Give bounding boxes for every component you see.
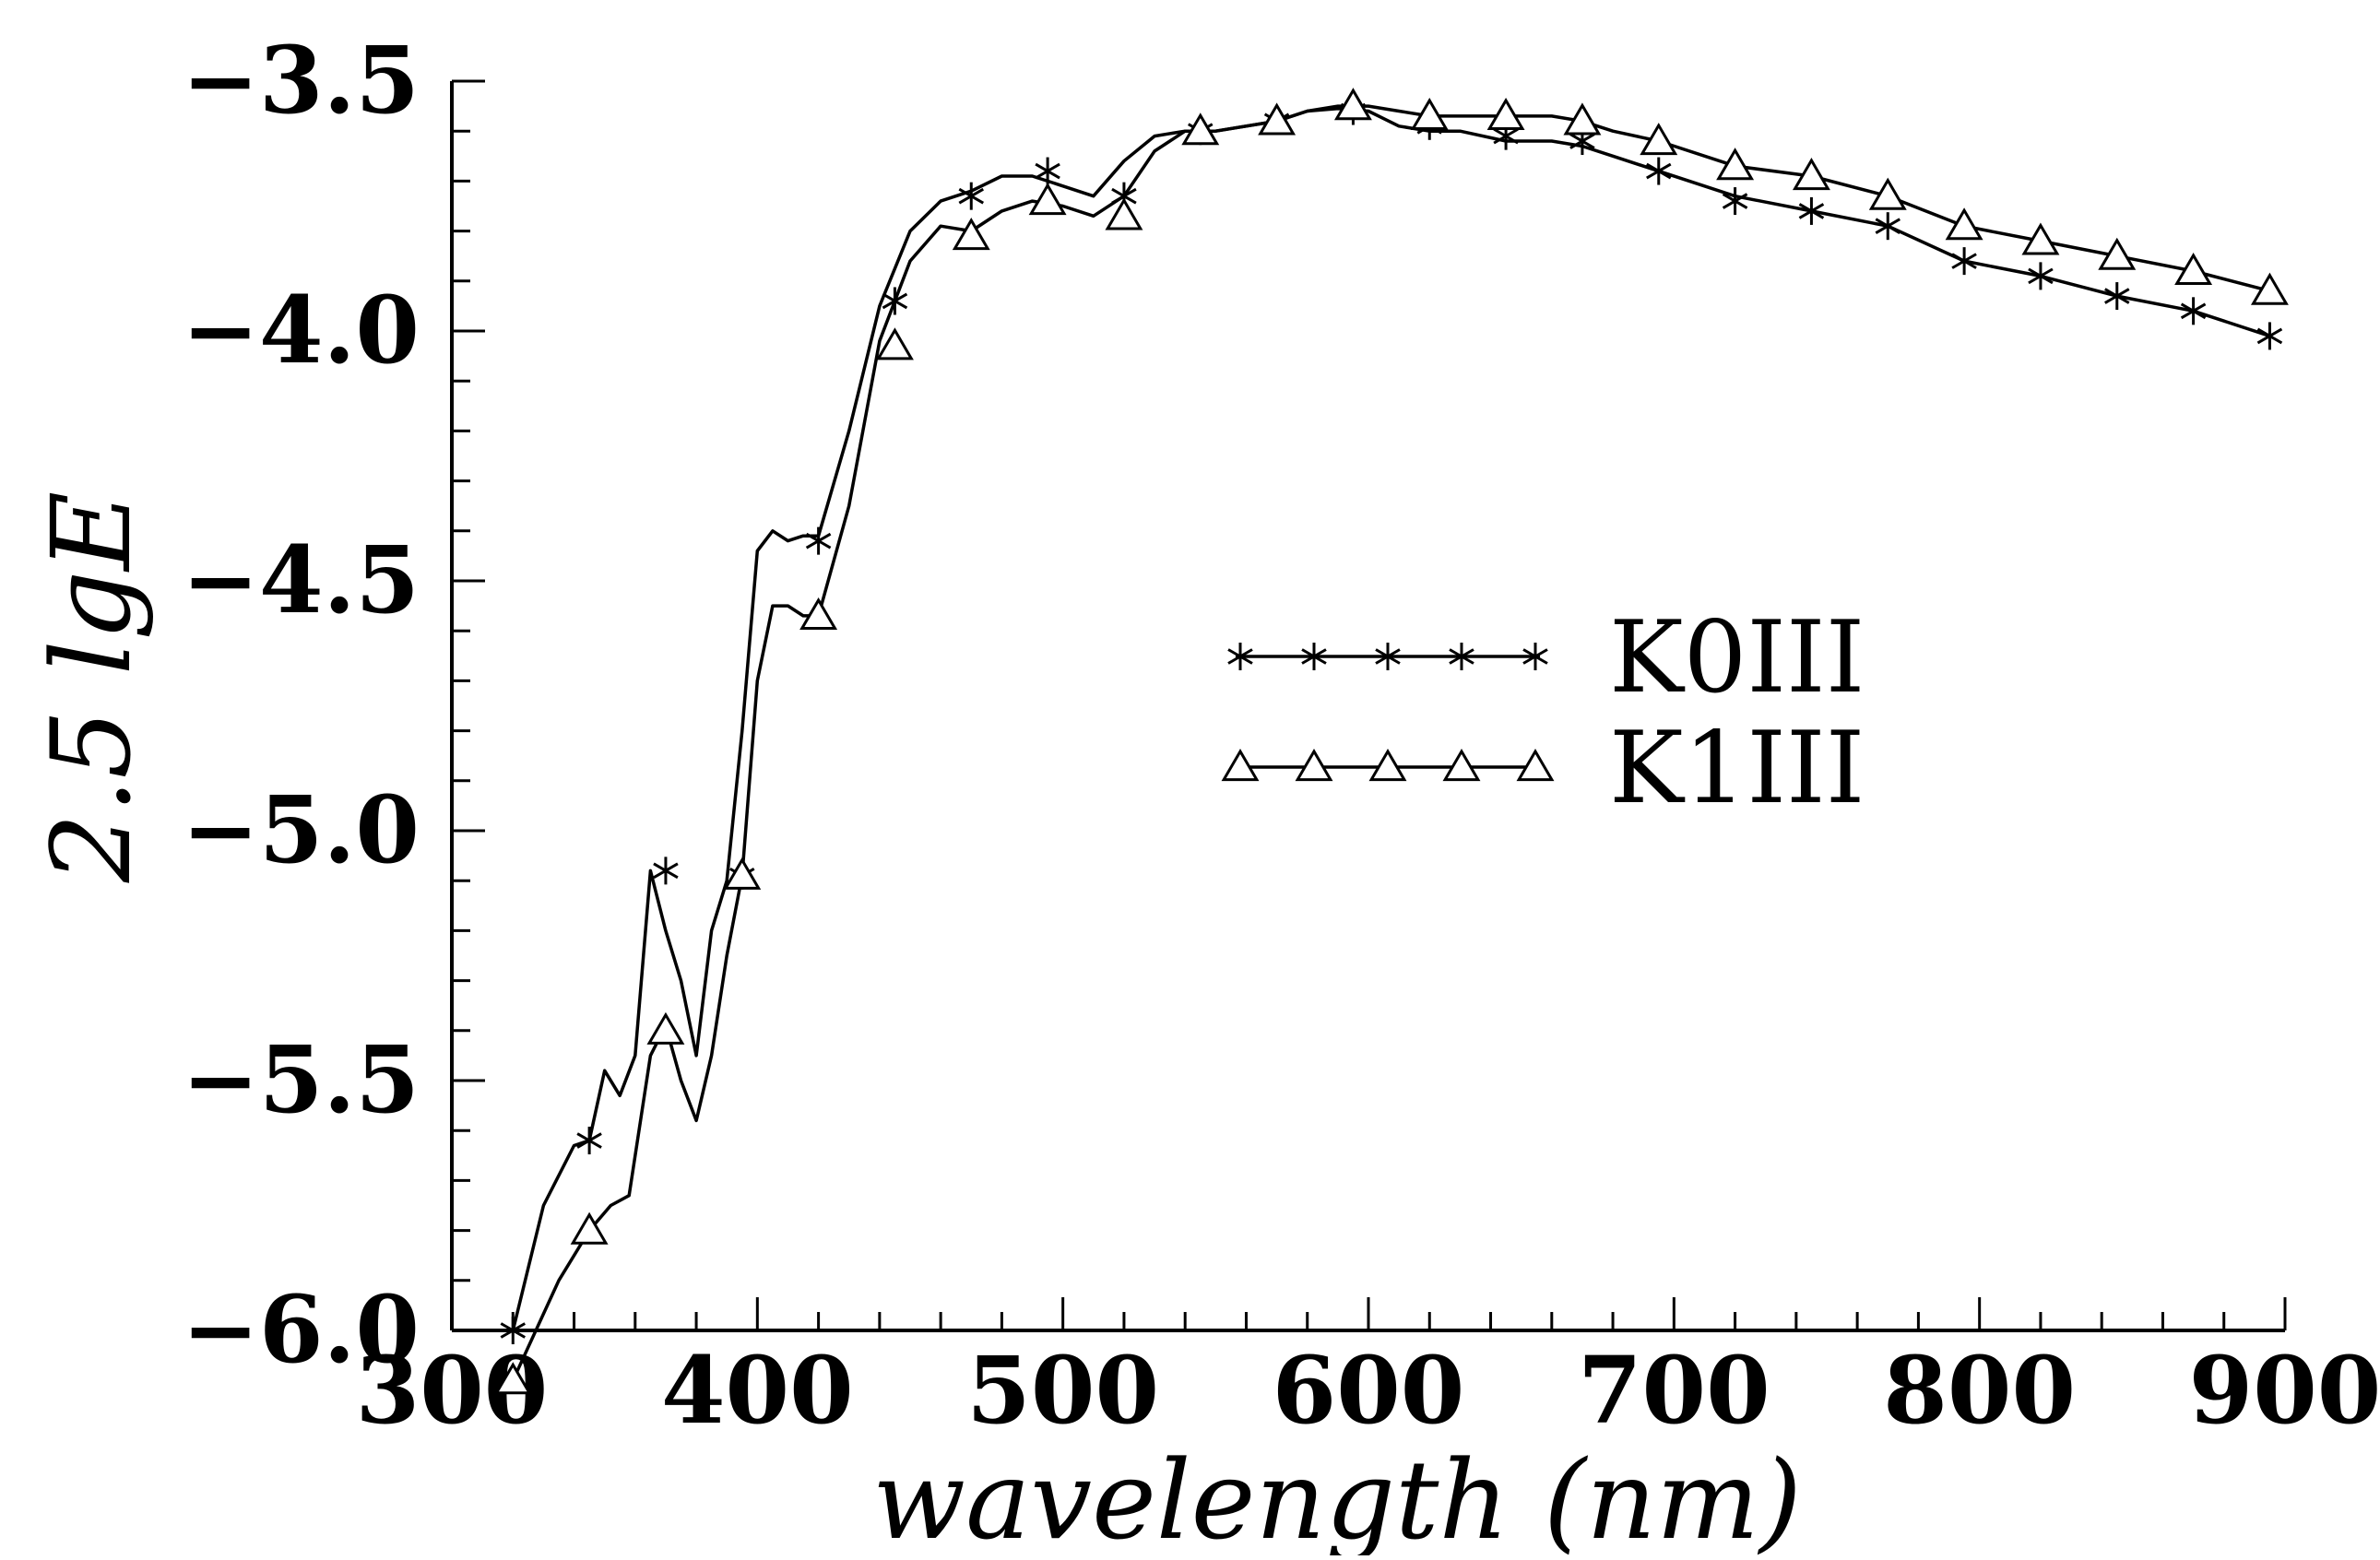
asterisk-stroke [653,862,679,880]
asterisk-stroke [1493,127,1519,145]
asterisk-stroke [958,187,985,205]
y-tick-label: −5.0 [182,775,420,884]
legend-marker [1227,643,1253,670]
axes-layer: 300 400 500 600 700 800 900−3.5−4.0−4.5−5.0−5.… [182,26,2380,1445]
data-point [1868,177,1907,210]
data-point [576,1127,602,1155]
asterisk-stroke [1375,648,1401,665]
legend-marker [1301,643,1327,670]
data-point [2174,252,2213,286]
data-point [1105,197,1143,230]
legend-marker [1442,749,1481,782]
asterisk-stroke [1951,253,1977,269]
data-point [1181,112,1220,146]
asterisk-stroke [805,532,832,550]
series-K0III [500,97,2283,1344]
y-tick-label: −3.5 [182,26,420,135]
data-point [1792,158,1830,191]
asterisk-stroke [1227,648,1253,665]
legend-marker [1516,749,1555,782]
x-tick-label: 700 [1578,1336,1770,1445]
legend-marker [1449,643,1474,670]
x-tick-label: 600 [1273,1336,1465,1445]
asterisk-stroke [500,1322,527,1339]
asterisk-stroke [1722,193,1748,209]
asterisk-stroke [1035,162,1060,180]
series-K1III [493,88,2289,1395]
asterisk-stroke [1646,162,1672,180]
data-point [1410,97,1449,131]
data-point [952,218,990,251]
y-tick-label: −4.0 [182,276,420,384]
x-tick-label: 500 [966,1336,1159,1445]
data-point [2104,282,2130,311]
asterisk-stroke [2180,302,2207,320]
asterisk-stroke [1875,218,1901,234]
y-tick-label: −6.0 [182,1275,420,1384]
data-point [570,1211,609,1245]
asterisk-stroke [1798,203,1825,219]
data-point [958,182,985,210]
data-point [493,1362,532,1395]
asterisk-stroke [576,1132,602,1149]
legend-marker [1368,749,1407,782]
series-layer [493,88,2289,1395]
legend-marker [1295,749,1333,782]
data-point [2180,297,2207,325]
data-point [2256,322,2283,350]
series-line [511,104,2270,1381]
data-point [1716,148,1755,181]
data-point [1798,196,1825,225]
y-axis-title: 2.5 lgE [28,491,155,884]
legend-marker [1375,643,1401,670]
data-point [646,1011,685,1045]
data-point [1258,102,1297,136]
asterisk-stroke [2028,267,2054,285]
legend-label: K1III [1609,711,1865,826]
asterisk-stroke [1449,648,1474,665]
data-point [1875,212,1901,241]
data-point [653,857,679,885]
x-axis-title: wavelength (nm) [872,1436,1802,1555]
legend-marker [1522,643,1548,670]
legend-item-K1III: K1III [1221,711,1865,826]
legend-marker [1221,749,1260,782]
data-point [1035,157,1060,185]
asterisk-stroke [2256,327,2283,345]
legend-item-K0III: K0III [1227,600,1865,715]
asterisk-stroke [1301,648,1327,665]
data-point [1333,88,1372,121]
data-point [1486,97,1525,131]
data-point [1646,157,1672,185]
data-point [2021,222,2060,255]
data-point [1951,247,1977,276]
x-tick-label: 900 [2189,1336,2380,1445]
data-point [1945,207,1983,241]
data-point [2098,237,2137,270]
series-line [511,107,2270,1331]
asterisk-stroke [1569,133,1595,149]
data-point [1563,102,1602,136]
data-point [2028,262,2054,290]
data-point [799,597,838,631]
data-point [500,1317,527,1344]
data-point [1028,183,1067,216]
x-tick-label: 800 [1883,1336,2076,1445]
data-point [723,857,762,890]
legend-label: K0III [1609,600,1865,715]
data-point [1722,187,1748,216]
data-point [1640,123,1678,156]
data-point [875,327,914,360]
data-point [805,526,832,555]
asterisk-stroke [1522,648,1548,665]
y-tick-label: −4.5 [182,526,420,634]
y-tick-label: −5.5 [182,1025,420,1134]
data-point [2250,272,2289,305]
x-tick-label: 400 [661,1336,854,1445]
asterisk-stroke [2104,288,2130,304]
